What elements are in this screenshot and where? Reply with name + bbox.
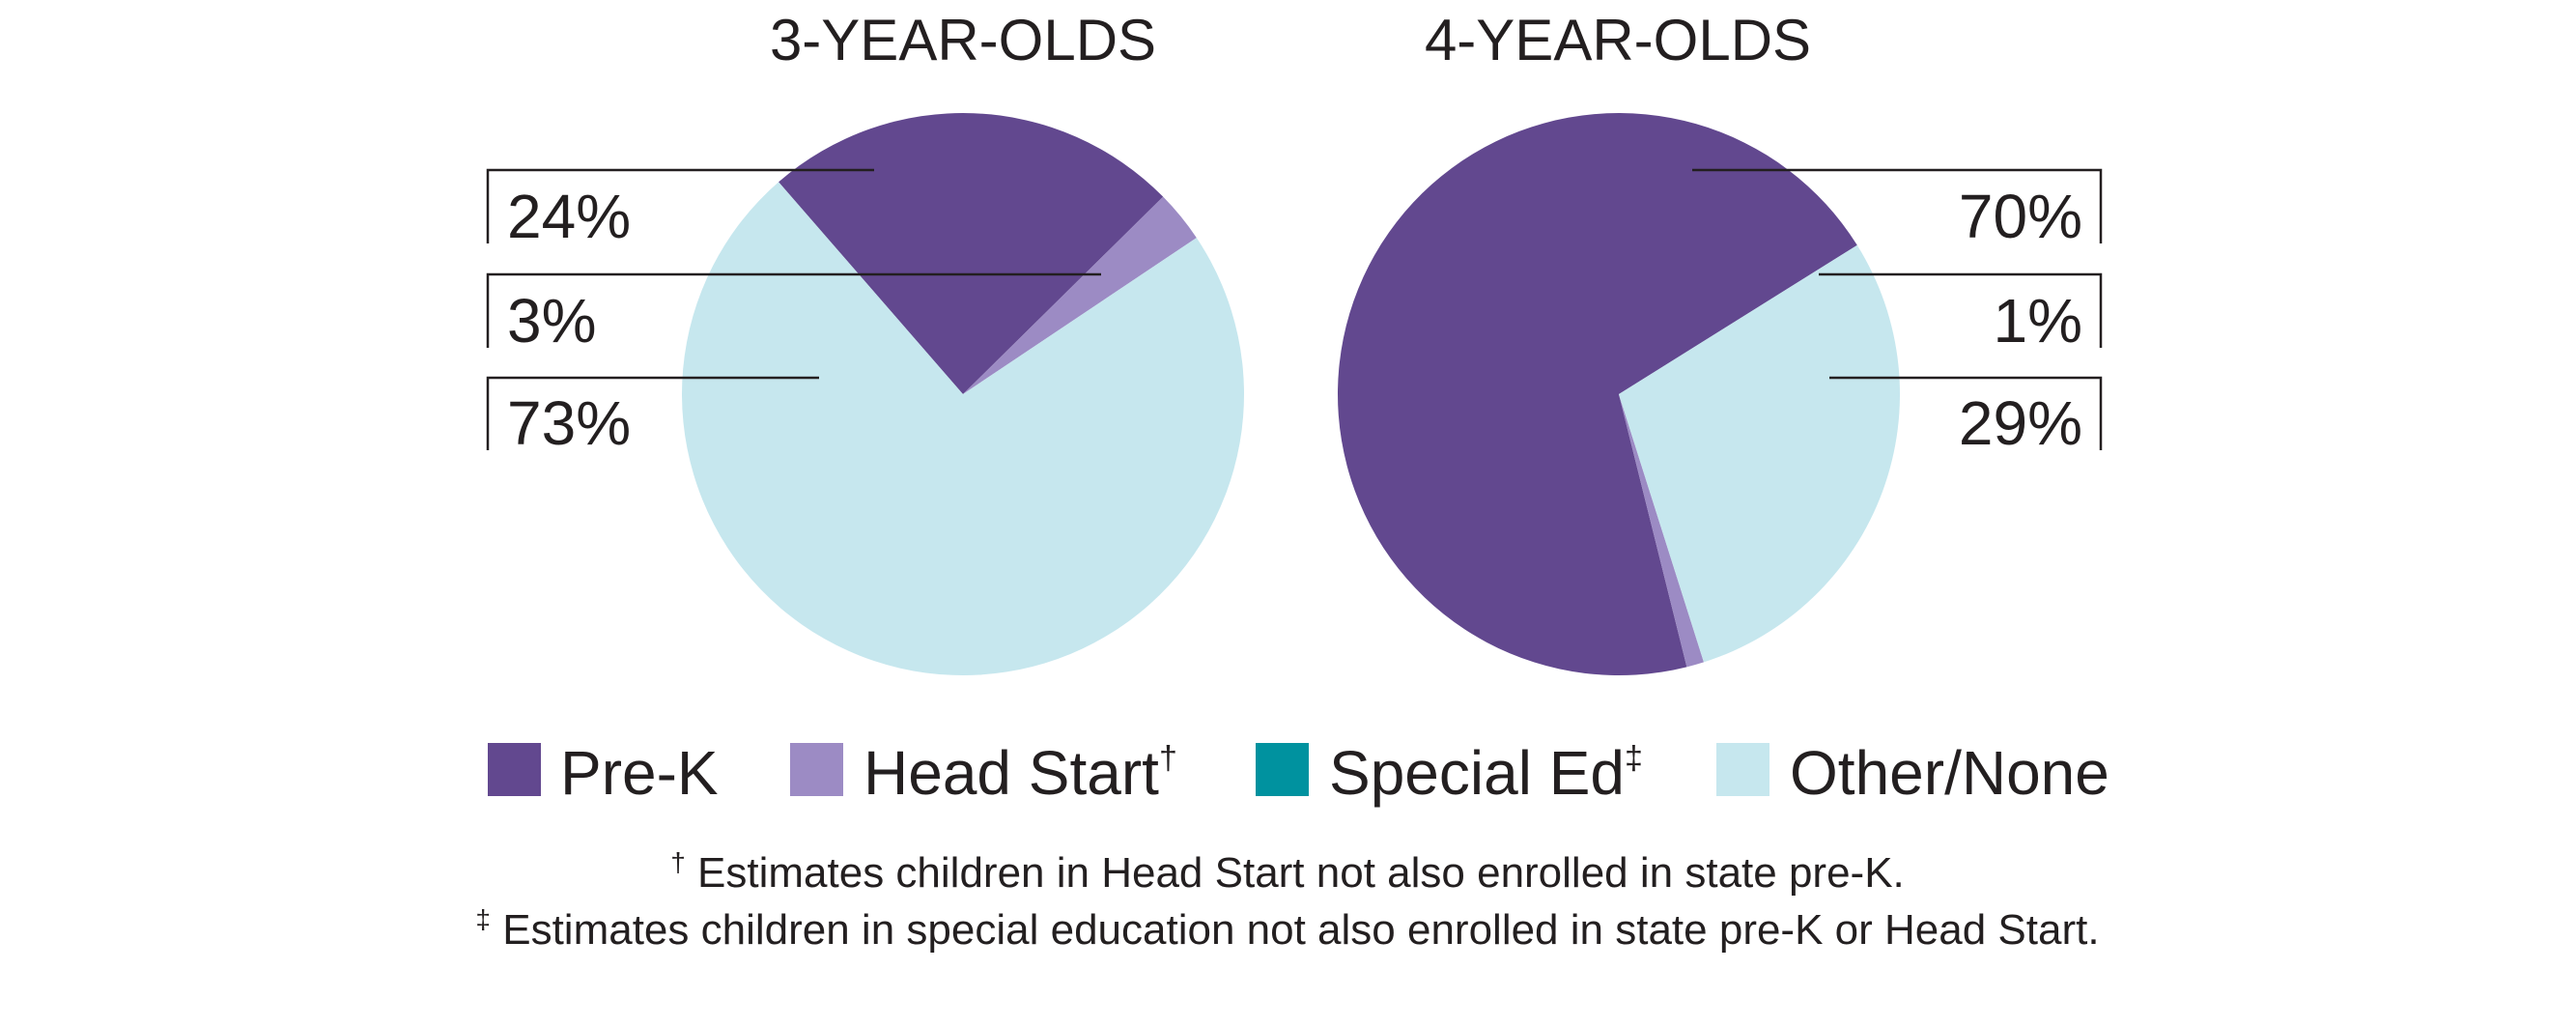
chart-title: 4-YEAR-OLDS	[1425, 8, 1811, 72]
legend-item-other-none: Other/None	[1716, 738, 2109, 808]
legend-label: Other/None	[1790, 738, 2109, 808]
callout-head-start: 1%	[1819, 272, 2103, 356]
callout-head-start: 3%	[486, 272, 1101, 356]
legend-item-head-start: Head Start†	[790, 738, 1177, 808]
pie-chart-3-year-olds: 3-YEAR-OLDS 24% 3% 73%	[486, 8, 1245, 676]
slice-label: 3%	[507, 286, 597, 356]
callout-pre-k: 70%	[1692, 168, 2103, 251]
slice-label: 24%	[507, 182, 631, 251]
pie-slice-pre-k	[1338, 113, 1857, 676]
legend-item-pre-k: Pre-K	[488, 738, 719, 808]
slice-label: 70%	[1959, 182, 2082, 251]
pie-slice-head-start	[1619, 394, 1704, 668]
legend-label: Pre-K	[560, 738, 719, 808]
legend-label: Special Ed‡	[1329, 738, 1643, 808]
leader-line	[1819, 272, 2103, 348]
slice-label: 73%	[507, 388, 631, 458]
callout-other-none: 29%	[1829, 376, 2103, 458]
chart-title: 3-YEAR-OLDS	[770, 8, 1156, 72]
pie-slice-other-none	[1619, 244, 1901, 663]
legend: Pre-K Head Start† Special Ed‡ Other/None	[488, 738, 2109, 808]
legend-swatch	[790, 743, 843, 796]
pie-slice-head-start	[963, 196, 1197, 394]
footnote-head-start: † Estimates children in Head Start not a…	[670, 847, 1905, 897]
callout-pre-k: 24%	[486, 168, 874, 251]
slice-label: 1%	[1994, 286, 2083, 356]
leader-line	[1829, 376, 2103, 450]
pie-slices	[1338, 113, 1901, 676]
pie-slices	[682, 113, 1245, 676]
legend-swatch	[488, 743, 541, 796]
footnote-special-ed: ‡ Estimates children in special educatio…	[475, 904, 2099, 954]
slice-label: 29%	[1959, 388, 2082, 458]
pie-chart-4-year-olds: 4-YEAR-OLDS 70% 1% 29%	[1338, 8, 2103, 676]
pie-slice-other-none	[682, 182, 1245, 676]
leader-line	[486, 376, 819, 450]
footnotes: † Estimates children in Head Start not a…	[475, 847, 2099, 954]
legend-swatch	[1716, 743, 1769, 796]
callout-other-none: 73%	[486, 376, 819, 458]
leader-line	[486, 272, 1101, 348]
legend-item-special-ed: Special Ed‡	[1256, 738, 1643, 808]
leader-line	[486, 168, 874, 243]
leader-line	[1692, 168, 2103, 243]
pie-slice-pre-k	[778, 113, 1164, 395]
legend-swatch	[1256, 743, 1309, 796]
legend-label: Head Start†	[863, 738, 1177, 808]
